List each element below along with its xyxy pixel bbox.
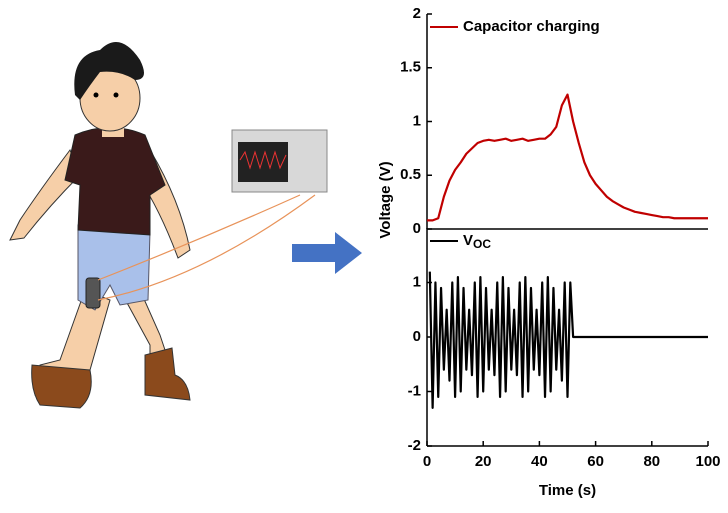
x-tick-label: 20 [475, 453, 492, 470]
x-tick-label: 0 [423, 453, 431, 470]
oscilloscope-screen [238, 142, 288, 182]
legend-label: VOC [463, 232, 491, 251]
data-line [427, 93, 708, 222]
y-tick-label: 1.5 [400, 59, 421, 76]
y-tick-label: -1 [408, 382, 421, 399]
y-tick-label: 1 [413, 112, 421, 129]
device [85, 277, 101, 309]
arm [9, 148, 81, 241]
wire [97, 194, 316, 301]
eye [113, 92, 119, 98]
x-tick-label: 80 [643, 453, 660, 470]
y-tick-label: 0.5 [400, 166, 421, 183]
y-tick-label: 2 [413, 5, 421, 22]
x-tick-label: 60 [587, 453, 604, 470]
y-tick-label: 0 [413, 328, 421, 345]
eye [93, 92, 99, 98]
x-tick-label: 100 [695, 453, 720, 470]
legend-label: Capacitor charging [463, 18, 600, 35]
y-axis-label: Voltage (V) [377, 161, 394, 238]
y-tick-label: 0 [413, 220, 421, 237]
screen-trace [239, 150, 287, 170]
plots: 0 0.5 1 1.5 2 Voltage (V) Capacitor charging -2… [377, 5, 721, 499]
shirt [64, 127, 166, 236]
data-line [428, 271, 708, 409]
shoe [31, 364, 92, 409]
shoe [144, 347, 191, 401]
y-tick-label: -2 [408, 437, 421, 454]
y-tick-label: 1 [413, 273, 421, 290]
arrow [292, 232, 362, 274]
hair [74, 42, 144, 100]
x-tick-label: 40 [531, 453, 548, 470]
x-axis-label: Time (s) [539, 482, 596, 499]
illustration [9, 42, 362, 409]
